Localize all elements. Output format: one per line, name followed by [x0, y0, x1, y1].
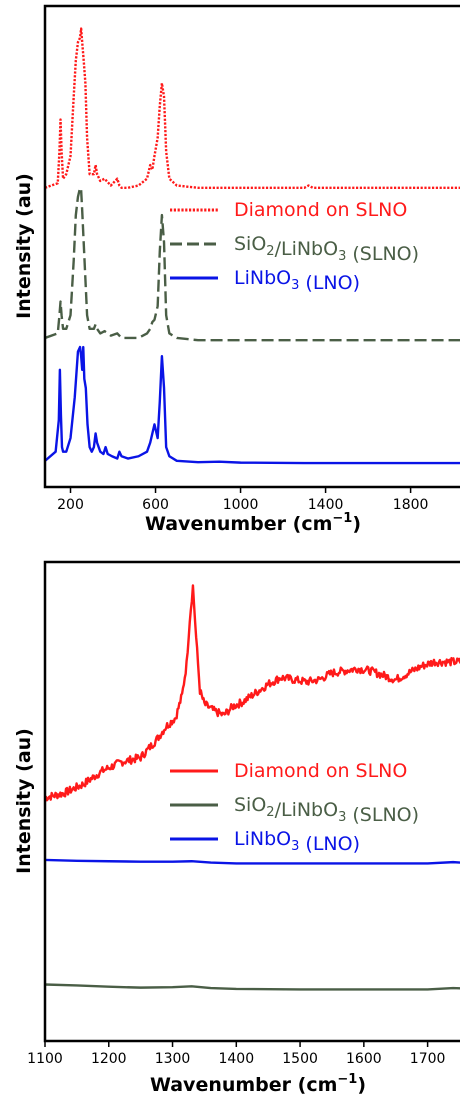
chart-bottom-x-axis-title: Wavenumber (cm−1)	[150, 1072, 366, 1096]
chart-top-legend: Diamond on SLNO SiO2/LiNbO3 (SLNO)LiNbO3 …	[170, 199, 419, 294]
chart-top: 200 600 1000 1400 1800 Diamond on SLNO SiO2/L…	[13, 4, 460, 535]
chart-top-legend-label-2: LiNbO3 (LNO)	[234, 267, 360, 294]
chart-top-xtick-label-2: 1000	[223, 497, 259, 513]
chart-top-series-group	[45, 27, 460, 465]
chart-top-x-axis-title: Wavenumber (cm−1)	[145, 511, 361, 535]
chart-bottom-legend-label-1: SiO2/LiNbO3 (SLNO)	[234, 794, 419, 826]
chart-top-ticks: 200 600 1000 1400 1800	[57, 487, 428, 513]
chart-bottom-xtick-label-3: 1400	[218, 1051, 254, 1067]
chart-top-xtick-label-1: 600	[142, 497, 169, 513]
chart-top-xtick-label-4: 1800	[393, 497, 429, 513]
chart-bottom-xtick-label-5: 1600	[346, 1051, 382, 1067]
chart-top-xtick-label-0: 200	[57, 497, 84, 513]
chart-bottom-series-group	[45, 584, 460, 991]
chart-bottom-legend-label-2: LiNbO3 (LNO)	[234, 828, 360, 855]
chart-bottom-xtick-label-0: 1100	[27, 1051, 63, 1067]
chart-bottom: 1100 1200 1300 1400 1500 1600 1700 Diamond on …	[13, 560, 460, 1096]
chart-top-frame	[43, 4, 460, 489]
chart-bottom-xtick-label-6: 1700	[410, 1051, 446, 1067]
chart-bottom-series-0	[45, 584, 460, 802]
chart-top-xtick-label-3: 1400	[308, 497, 344, 513]
chart-bottom-xtick-label-2: 1300	[155, 1051, 191, 1067]
chart-bottom-legend-label-0: Diamond on SLNO	[234, 760, 407, 782]
chart-bottom-xtick-label-1: 1200	[91, 1051, 127, 1067]
chart-bottom-series-2	[45, 858, 460, 865]
chart-top-series-2	[45, 345, 460, 465]
chart-bottom-y-axis-title: Intensity (au)	[13, 728, 35, 874]
chart-bottom-xtick-label-4: 1500	[282, 1051, 318, 1067]
chart-top-y-axis-title: Intensity (au)	[13, 173, 35, 319]
chart-top-series-0	[45, 27, 460, 190]
chart-bottom-series-1	[45, 983, 460, 991]
chart-top-legend-label-0: Diamond on SLNO	[234, 199, 407, 221]
chart-bottom-ticks: 1100 1200 1300 1400 1500 1600 1700	[27, 1041, 445, 1067]
chart-bottom-legend: Diamond on SLNO SiO2/LiNbO3 (SLNO)LiNbO3 …	[170, 760, 419, 855]
chart-bottom-frame	[43, 560, 460, 1043]
chart-top-legend-label-1: SiO2/LiNbO3 (SLNO)	[234, 233, 419, 265]
